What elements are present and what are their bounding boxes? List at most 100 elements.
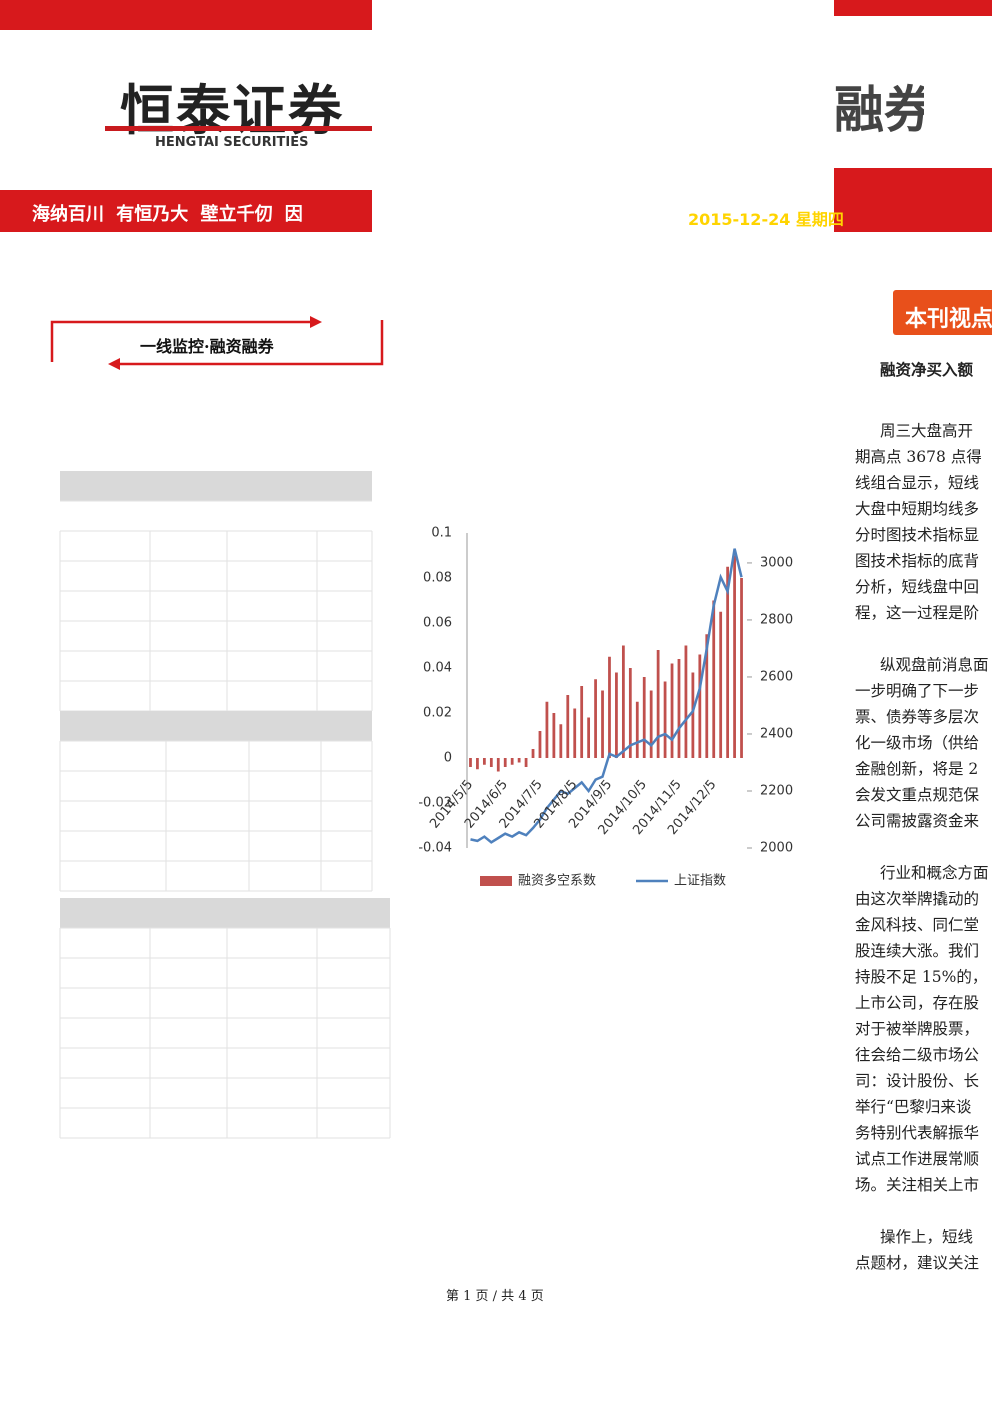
bar bbox=[517, 758, 521, 763]
text-line: 一步明确了下一步 bbox=[855, 682, 980, 700]
bar bbox=[642, 677, 646, 758]
sidebar-subtitle: 融资净买入额 bbox=[880, 360, 974, 379]
text-line: 周三大盘高开 bbox=[880, 422, 974, 440]
y2-tick-label: 3000 bbox=[760, 555, 793, 570]
bar bbox=[628, 668, 632, 758]
text-line: 图技术指标的底背 bbox=[855, 552, 980, 570]
text-line: 上市公司，存在股 bbox=[855, 994, 980, 1012]
line bbox=[470, 548, 743, 844]
text-line: 程，这一过程是阶 bbox=[855, 604, 980, 622]
y-tick-label: 0.02 bbox=[423, 706, 452, 721]
text-line: 线组合显示，短线 bbox=[855, 474, 980, 492]
logo-en: HENGTAI SECURITIES bbox=[155, 135, 309, 150]
bar bbox=[538, 731, 542, 758]
bar bbox=[663, 681, 667, 758]
text-line: 点题材，建议关注 bbox=[855, 1254, 980, 1272]
text-line: 由这次举牌撬动的 bbox=[855, 890, 980, 908]
bar bbox=[559, 724, 563, 758]
bar bbox=[482, 758, 486, 765]
sidebar: 融资净买入额 周三大盘高开期高点 3678 点得 线组合显示，短线 大盘中短期均线多… bbox=[855, 290, 992, 1280]
bar bbox=[524, 758, 528, 767]
text-line: 大盘中短期均线多 bbox=[855, 500, 980, 518]
logo: 恒泰证券 bbox=[120, 79, 344, 142]
bar bbox=[649, 690, 653, 758]
text-line: 操作上，短线 bbox=[880, 1228, 974, 1246]
text-line: 公司需披露资金来 bbox=[855, 812, 980, 830]
text-line: 对于被举牌股票， bbox=[855, 1020, 980, 1038]
bar bbox=[545, 701, 549, 758]
bar bbox=[601, 690, 604, 758]
y-tick-label: -0.04 bbox=[418, 841, 452, 856]
legend-label: 上证指数 bbox=[674, 874, 726, 889]
bar bbox=[608, 656, 611, 758]
date-band bbox=[834, 168, 992, 232]
bar bbox=[573, 708, 577, 758]
slogan-band: 海纳百川 有恒乃大 壁立千仞 因 bbox=[0, 190, 372, 232]
y-tick-label: 0 bbox=[444, 751, 452, 766]
section-title: 一线监控·融资融券 bbox=[140, 337, 274, 356]
table-header bbox=[60, 471, 372, 501]
bar bbox=[677, 659, 681, 758]
chart: 0.1 0.08 0.06 0.04 0.02 0 -0.02 -0.04 3000 2800 26… bbox=[418, 526, 793, 889]
logo-rule bbox=[105, 126, 372, 131]
bar bbox=[580, 686, 584, 758]
y2-tick-label: 2200 bbox=[760, 783, 793, 798]
bar bbox=[656, 650, 660, 758]
text-line: 试点工作进展常顺 bbox=[855, 1150, 980, 1168]
text-line: 务特别代表解振华 bbox=[855, 1124, 980, 1142]
text-line: 行业和概念方面 bbox=[880, 864, 989, 882]
bar bbox=[698, 654, 702, 758]
bar bbox=[469, 758, 472, 767]
text-line: 举行“巴黎归来谈 bbox=[855, 1098, 972, 1116]
y-tick-label: 0.08 bbox=[423, 571, 452, 586]
text-line: 金融创新，将是 2 bbox=[855, 760, 979, 778]
legend-label: 融资多空系数 bbox=[518, 873, 596, 889]
bar bbox=[684, 645, 688, 758]
text-line: 纵观盘前消息面 bbox=[880, 656, 989, 674]
bar bbox=[476, 758, 479, 770]
bar bbox=[712, 600, 716, 758]
bar bbox=[587, 717, 591, 758]
header-bar bbox=[0, 0, 372, 30]
y2-tick-label: 2000 bbox=[760, 841, 793, 856]
bar bbox=[489, 758, 493, 767]
table-header bbox=[60, 711, 372, 741]
text-line: 股连续大涨。我们 bbox=[855, 942, 980, 960]
text-line: 往会给二级市场公 bbox=[855, 1046, 980, 1064]
bar bbox=[621, 645, 625, 758]
page-footer: 第 1 页 / 共 4 页 bbox=[446, 1289, 544, 1304]
bar bbox=[670, 663, 674, 758]
bar bbox=[733, 555, 736, 758]
bar bbox=[719, 611, 723, 758]
text-line: 分时图技术指标显 bbox=[855, 526, 980, 544]
bar bbox=[705, 634, 709, 758]
text-line: 场。关注相关上市 bbox=[855, 1176, 980, 1194]
legend-swatch bbox=[480, 876, 512, 886]
date: 2015-12-24 星期四 bbox=[688, 210, 844, 229]
logo-right: 融券 bbox=[834, 81, 924, 139]
bar bbox=[510, 758, 514, 765]
y-tick-label: 0.06 bbox=[423, 616, 452, 631]
sidebar-title: 本刊视点 bbox=[905, 307, 992, 332]
text-line: 持股不足 15%的， bbox=[855, 968, 988, 986]
text-line: 会发文重点规范保 bbox=[855, 786, 980, 804]
y-tick-label: -0.02 bbox=[418, 796, 452, 811]
table-header bbox=[60, 898, 390, 928]
section-frame bbox=[50, 316, 384, 370]
bar bbox=[531, 749, 535, 758]
bar bbox=[740, 578, 743, 758]
text-line: 分析，短线盘中回 bbox=[855, 578, 980, 596]
bar bbox=[496, 758, 500, 772]
text-line: 期高点 3678 点得 bbox=[855, 448, 982, 466]
bar bbox=[552, 713, 556, 758]
bar bbox=[726, 566, 730, 758]
text-line: 化一级市场（供给 bbox=[855, 734, 980, 752]
bar bbox=[635, 701, 639, 758]
y2-tick-label: 2800 bbox=[760, 612, 793, 627]
bar bbox=[566, 695, 570, 758]
slogan: 海纳百川 有恒乃大 壁立千仞 因 bbox=[32, 204, 303, 225]
bar bbox=[615, 672, 618, 758]
y-tick-label: 0.04 bbox=[423, 661, 452, 676]
bar bbox=[691, 672, 695, 758]
y2-tick-label: 2600 bbox=[760, 669, 793, 684]
